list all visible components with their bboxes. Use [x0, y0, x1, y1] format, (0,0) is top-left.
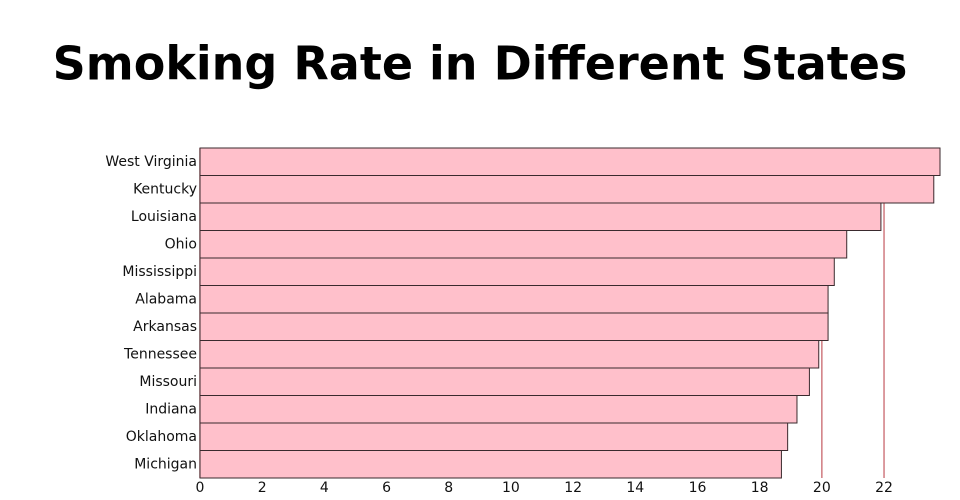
y-tick-label: Indiana	[145, 401, 197, 417]
bar	[199, 285, 829, 314]
y-tick-label: West Virginia	[105, 154, 197, 170]
x-tick-label: 4	[320, 480, 329, 496]
x-tick-label: 0	[196, 480, 205, 496]
bar	[199, 312, 829, 341]
bar	[199, 395, 798, 424]
x-tick-label: 14	[626, 480, 644, 496]
bar	[199, 257, 835, 286]
x-tick-label: 16	[689, 480, 707, 496]
x-tick-label: 18	[751, 480, 769, 496]
y-tick-label: Oklahoma	[126, 429, 197, 445]
x-tick-label: 10	[502, 480, 520, 496]
y-tick-label: Michigan	[134, 456, 197, 472]
bar	[199, 147, 941, 176]
x-tick-label: 22	[875, 480, 893, 496]
bar	[199, 422, 789, 451]
y-tick-label: Alabama	[135, 291, 197, 307]
y-tick-label: Louisiana	[131, 209, 197, 225]
x-tick-label: 12	[564, 480, 582, 496]
y-tick-label: Arkansas	[133, 319, 197, 335]
y-tick-label: Mississippi	[122, 264, 197, 280]
y-tick-label: Kentucky	[133, 181, 197, 197]
x-tick-label: 2	[258, 480, 267, 496]
x-tick-label: 20	[813, 480, 831, 496]
bar	[199, 230, 848, 259]
y-tick-label: Missouri	[139, 374, 197, 390]
x-tick-label: 6	[382, 480, 391, 496]
x-tick-label: 8	[444, 480, 453, 496]
bar	[199, 202, 882, 231]
bar	[199, 367, 810, 396]
bar	[199, 450, 782, 479]
bar	[199, 175, 935, 204]
y-tick-label: Ohio	[165, 236, 197, 252]
y-tick-label: Tennessee	[123, 346, 197, 362]
chart-title: Smoking Rate in Different States	[53, 37, 908, 91]
bar	[199, 340, 820, 369]
